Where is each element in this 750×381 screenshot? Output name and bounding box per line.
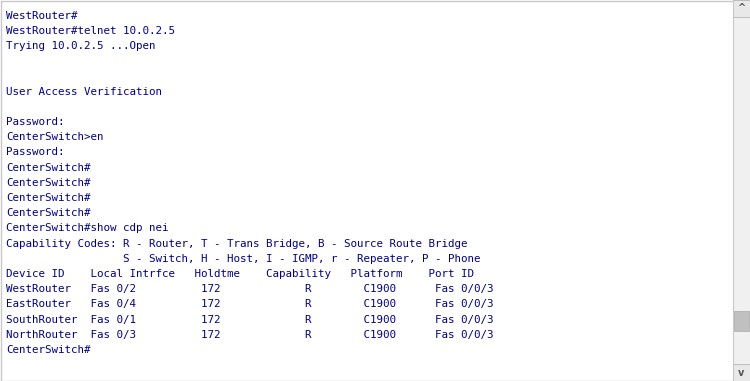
Text: WestRouter#telnet 10.0.2.5: WestRouter#telnet 10.0.2.5 xyxy=(6,26,175,36)
Text: EastRouter   Fas 0/4          172             R        C1900      Fas 0/0/3: EastRouter Fas 0/4 172 R C1900 Fas 0/0/3 xyxy=(6,299,494,309)
Text: CenterSwitch#show cdp nei: CenterSwitch#show cdp nei xyxy=(6,223,169,234)
Text: CenterSwitch#: CenterSwitch# xyxy=(6,163,91,173)
Text: ^: ^ xyxy=(737,3,746,13)
Text: SouthRouter  Fas 0/1          172             R        C1900      Fas 0/0/3: SouthRouter Fas 0/1 172 R C1900 Fas 0/0/… xyxy=(6,315,494,325)
Text: Password:: Password: xyxy=(6,117,64,127)
Bar xyxy=(733,0,750,17)
Bar xyxy=(734,311,749,331)
Text: CenterSwitch#: CenterSwitch# xyxy=(6,345,91,355)
Text: S - Switch, H - Host, I - IGMP, r - Repeater, P - Phone: S - Switch, H - Host, I - IGMP, r - Repe… xyxy=(6,254,481,264)
Text: CenterSwitch#: CenterSwitch# xyxy=(6,208,91,218)
Text: Password:: Password: xyxy=(6,147,64,157)
Bar xyxy=(733,364,750,381)
Text: Trying 10.0.2.5 ...Open: Trying 10.0.2.5 ...Open xyxy=(6,41,155,51)
Text: v: v xyxy=(738,368,745,378)
Text: Capability Codes: R - Router, T - Trans Bridge, B - Source Route Bridge: Capability Codes: R - Router, T - Trans … xyxy=(6,239,467,248)
Text: NorthRouter  Fas 0/3          172             R        C1900      Fas 0/0/3: NorthRouter Fas 0/3 172 R C1900 Fas 0/0/… xyxy=(6,330,494,340)
Text: WestRouter   Fas 0/2          172             R        C1900      Fas 0/0/3: WestRouter Fas 0/2 172 R C1900 Fas 0/0/3 xyxy=(6,284,494,294)
Text: Device ID    Local Intrfce   Holdtme    Capability   Platform    Port ID: Device ID Local Intrfce Holdtme Capabili… xyxy=(6,269,474,279)
Text: CenterSwitch#: CenterSwitch# xyxy=(6,178,91,188)
Text: WestRouter#: WestRouter# xyxy=(6,11,77,21)
Bar xyxy=(733,0,750,381)
Text: User Access Verification: User Access Verification xyxy=(6,86,162,97)
Text: CenterSwitch>en: CenterSwitch>en xyxy=(6,132,104,142)
Text: CenterSwitch#: CenterSwitch# xyxy=(6,193,91,203)
